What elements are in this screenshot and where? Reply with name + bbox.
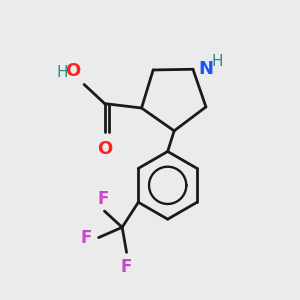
Text: F: F: [121, 258, 132, 276]
Text: O: O: [65, 62, 81, 80]
Text: F: F: [97, 190, 109, 208]
Text: F: F: [81, 229, 92, 247]
Text: O: O: [97, 140, 112, 158]
Text: N: N: [198, 60, 213, 78]
Text: H: H: [211, 53, 223, 68]
Text: H: H: [56, 65, 68, 80]
